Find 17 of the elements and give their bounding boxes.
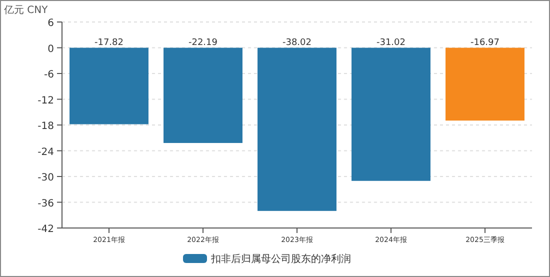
- y-tick-label: -30: [38, 172, 54, 184]
- y-tick-label: 0: [48, 44, 54, 55]
- data-label: -16.97: [470, 38, 500, 48]
- legend: 扣非后归属母公司股东的净利润: [183, 254, 351, 265]
- data-label: -17.82: [94, 38, 124, 48]
- legend-label: 扣非后归属母公司股东的净利润: [210, 253, 351, 265]
- data-label: -22.19: [188, 38, 218, 48]
- data-label: -31.02: [376, 38, 406, 48]
- data-label: -38.02: [282, 38, 312, 48]
- y-tick-label: -12: [38, 95, 54, 106]
- y-tick-label: -6: [44, 70, 54, 80]
- y-tick-label: -18: [38, 121, 54, 132]
- y-tick-label: -36: [38, 198, 54, 210]
- y-tick-label: 6: [48, 18, 54, 29]
- y-tick-label: -42: [38, 224, 54, 235]
- y-tick-label: -24: [38, 146, 54, 158]
- y-axis-title: 亿元 CNY: [3, 5, 49, 16]
